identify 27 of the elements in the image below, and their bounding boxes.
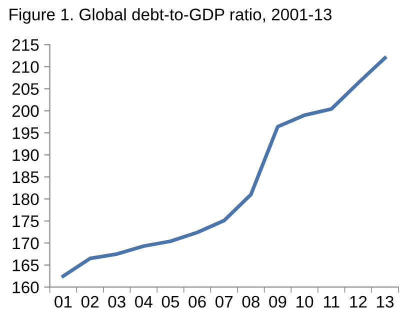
chart-title: Figure 1. Global debt-to-GDP ratio, 2001-13 [10,8,332,24]
y-tick-label: 190 [12,149,39,162]
y-tick-label: 165 [12,259,39,272]
y-tick-label: 180 [12,193,39,206]
x-tick-label: 06 [188,296,206,308]
x-tick-label: 10 [296,296,314,308]
y-tick-label: 160 [12,282,39,294]
x-tick-label: 13 [376,296,394,308]
y-tick-label: 215 [12,39,39,51]
y-tick-label: 205 [12,83,39,95]
x-tick-label: 08 [242,296,260,308]
y-tick-label: 200 [12,105,39,117]
y-tick-label: 195 [12,127,39,140]
y-tick-label: 185 [12,171,39,184]
x-tick-label: 01 [54,296,72,308]
x-tick-label: 11 [324,296,340,308]
x-tick-label: 02 [81,296,98,308]
y-tick-label: 175 [12,216,39,228]
x-tick-label: 03 [108,296,126,308]
x-tick-label: 12 [350,296,367,308]
x-tick-label: 09 [269,296,286,308]
y-tick-label: 170 [12,237,39,250]
x-tick-label: 07 [215,296,233,308]
y-tick-label: 210 [12,61,39,73]
line-series [61,56,387,278]
x-tick-label: 04 [135,296,152,308]
x-tick-label: 05 [162,296,180,308]
